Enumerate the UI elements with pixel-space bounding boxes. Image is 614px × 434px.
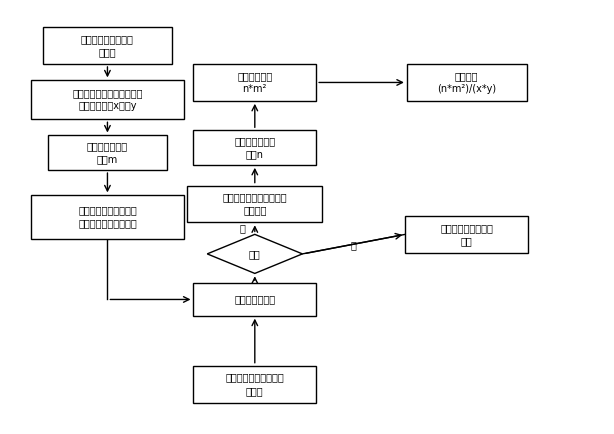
Text: 对应栅格颜色设置成
灰色: 对应栅格颜色设置成 灰色 bbox=[440, 223, 493, 246]
Bar bbox=[193, 130, 316, 165]
Text: 投射方向为原光线方向
的逆向: 投射方向为原光线方向 的逆向 bbox=[225, 372, 284, 396]
Bar bbox=[193, 283, 316, 316]
Bar bbox=[193, 365, 316, 403]
Text: 光斑面积即为
n*m²: 光斑面积即为 n*m² bbox=[237, 71, 273, 94]
Text: 设定栅格长和宽
均为m: 设定栅格长和宽 均为m bbox=[87, 141, 128, 164]
Text: 有交: 有交 bbox=[249, 249, 261, 259]
Text: 否: 否 bbox=[239, 224, 246, 233]
Text: 是: 是 bbox=[351, 240, 357, 250]
Bar bbox=[406, 64, 527, 101]
Text: 确定每个栅格的中心坐
标，将其作为投射原点: 确定每个栅格的中心坐 标，将其作为投射原点 bbox=[78, 205, 137, 229]
Text: 确定包含林分该范围的最小
四边形及其长x和寭y: 确定包含林分该范围的最小 四边形及其长x和寭y bbox=[72, 88, 142, 112]
Text: 光线与面片求交: 光线与面片求交 bbox=[235, 294, 275, 305]
Bar bbox=[187, 186, 322, 222]
Text: 将光线对于的栅格颜色设
置成白色: 将光线对于的栅格颜色设 置成白色 bbox=[222, 192, 287, 216]
Bar bbox=[193, 64, 316, 101]
Bar bbox=[405, 216, 528, 253]
Polygon shape bbox=[207, 234, 302, 273]
Text: 确定林分范围的最小
包围盒: 确定林分范围的最小 包围盒 bbox=[81, 34, 134, 57]
Text: 透光率为
(n*m²)/(x*y): 透光率为 (n*m²)/(x*y) bbox=[437, 71, 496, 94]
Bar bbox=[43, 27, 172, 64]
Bar bbox=[31, 195, 184, 239]
Bar bbox=[31, 80, 184, 119]
Text: 统计白色栅格的
总数n: 统计白色栅格的 总数n bbox=[235, 136, 275, 159]
Bar bbox=[48, 135, 167, 170]
